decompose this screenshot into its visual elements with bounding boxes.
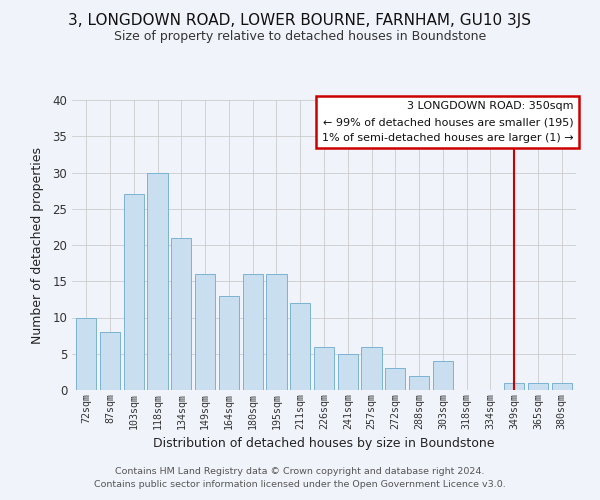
Bar xyxy=(148,172,167,390)
Text: Size of property relative to detached houses in Boundstone: Size of property relative to detached ho… xyxy=(114,30,486,43)
Text: 3, LONGDOWN ROAD, LOWER BOURNE, FARNHAM, GU10 3JS: 3, LONGDOWN ROAD, LOWER BOURNE, FARNHAM,… xyxy=(68,12,532,28)
Bar xyxy=(551,383,572,390)
Y-axis label: Number of detached properties: Number of detached properties xyxy=(31,146,44,344)
Bar xyxy=(528,383,548,390)
Bar xyxy=(266,274,287,390)
Bar xyxy=(124,194,144,390)
X-axis label: Distribution of detached houses by size in Boundstone: Distribution of detached houses by size … xyxy=(153,437,495,450)
Bar xyxy=(361,346,382,390)
Text: Contains HM Land Registry data © Crown copyright and database right 2024.
Contai: Contains HM Land Registry data © Crown c… xyxy=(94,468,506,489)
Bar xyxy=(76,318,97,390)
Text: 3 LONGDOWN ROAD: 350sqm
← 99% of detached houses are smaller (195)
1% of semi-de: 3 LONGDOWN ROAD: 350sqm ← 99% of detache… xyxy=(322,102,574,142)
Bar xyxy=(219,296,239,390)
Bar xyxy=(100,332,120,390)
Bar xyxy=(171,238,191,390)
Bar xyxy=(242,274,263,390)
Bar xyxy=(385,368,406,390)
Bar xyxy=(290,303,310,390)
Bar xyxy=(433,361,453,390)
Bar xyxy=(314,346,334,390)
Bar xyxy=(504,383,524,390)
Bar xyxy=(409,376,429,390)
Bar xyxy=(338,354,358,390)
Bar xyxy=(195,274,215,390)
